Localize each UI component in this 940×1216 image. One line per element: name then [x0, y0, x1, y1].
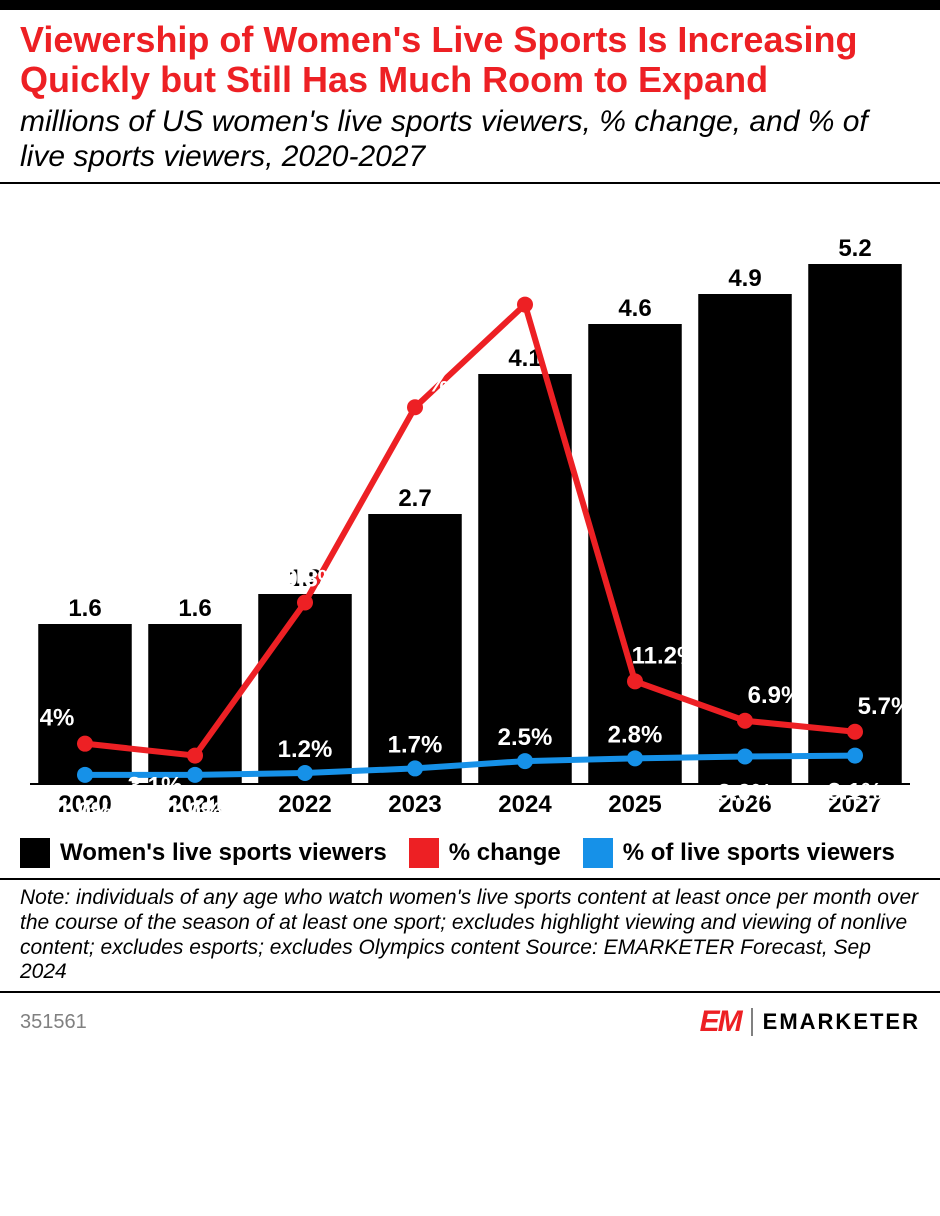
- change-label: 3.1%: [128, 773, 183, 800]
- bar-label: 1.6: [178, 595, 211, 622]
- x-tick-label: 2025: [608, 791, 661, 818]
- x-tick-label: 2022: [278, 791, 331, 818]
- change-point: [407, 399, 423, 415]
- share-point: [737, 749, 753, 765]
- legend-label: % change: [449, 839, 561, 867]
- bar-label: 1.6: [68, 595, 101, 622]
- change-label: 5.7%: [858, 693, 913, 720]
- share-label: 1.2%: [278, 736, 333, 763]
- change-point: [77, 736, 93, 752]
- share-point: [517, 753, 533, 769]
- change-point: [847, 724, 863, 740]
- share-label: 3.0%: [718, 780, 773, 807]
- legend-item: Women's live sports viewers: [20, 838, 387, 868]
- brand: EM EMARKETER: [700, 1005, 920, 1039]
- legend-swatch: [20, 838, 50, 868]
- footer: 351561 EM EMARKETER: [0, 993, 940, 1053]
- brand-text: EMARKETER: [763, 1009, 920, 1035]
- bar-label: 4.6: [618, 295, 651, 322]
- share-label: 1.0%: [58, 798, 113, 824]
- chart-card: Viewership of Women's Live Sports Is Inc…: [0, 0, 940, 1053]
- legend-label: Women's live sports viewers: [60, 839, 387, 867]
- bar-label: 4.9: [728, 265, 761, 292]
- change-point: [517, 297, 533, 313]
- change-point: [187, 748, 203, 764]
- header: Viewership of Women's Live Sports Is Inc…: [0, 10, 940, 184]
- x-tick-label: 2024: [498, 791, 552, 818]
- change-label: 6.9%: [748, 682, 803, 709]
- change-point: [737, 713, 753, 729]
- change-label: 52.3%: [491, 268, 559, 295]
- legend-swatch: [583, 838, 613, 868]
- share-label: 2.5%: [498, 724, 553, 751]
- change-label: 4.4%: [20, 705, 74, 732]
- combo-chart: 1.61.61.92.74.14.64.95.22020202120222023…: [20, 204, 920, 824]
- share-point: [187, 767, 203, 783]
- share-point: [297, 765, 313, 781]
- bar-label: 2.7: [398, 485, 431, 512]
- change-point: [627, 674, 643, 690]
- chart-title: Viewership of Women's Live Sports Is Inc…: [20, 20, 920, 99]
- x-tick-label: 2023: [388, 791, 441, 818]
- note: Note: individuals of any age who watch w…: [0, 880, 940, 993]
- bar-label: 5.2: [838, 235, 871, 262]
- brand-logo-icon: EM: [700, 1005, 741, 1039]
- share-label: 2.8%: [608, 722, 663, 749]
- legend-item: % of live sports viewers: [583, 838, 895, 868]
- share-point: [77, 767, 93, 783]
- chart-id: 351561: [20, 1011, 87, 1034]
- change-label: 19.8%: [271, 566, 339, 593]
- legend-item: % change: [409, 838, 561, 868]
- share-point: [407, 761, 423, 777]
- change-label: 41.1%: [381, 370, 449, 397]
- share-label: 1.7%: [388, 732, 443, 759]
- bar: [478, 374, 572, 784]
- bar: [588, 324, 682, 784]
- share-label: 3.1%: [828, 779, 883, 806]
- share-label: 1.0%: [168, 798, 223, 824]
- change-label: 11.2%: [632, 643, 699, 670]
- divider: [751, 1008, 753, 1036]
- share-point: [847, 748, 863, 764]
- chart-area: 1.61.61.92.74.14.64.95.22020202120222023…: [0, 184, 940, 834]
- chart-subtitle: millions of US women's live sports viewe…: [20, 105, 920, 174]
- change-point: [297, 595, 313, 611]
- legend: Women's live sports viewers % change % of …: [0, 834, 940, 880]
- legend-label: % of live sports viewers: [623, 839, 895, 867]
- legend-swatch: [409, 838, 439, 868]
- share-point: [627, 751, 643, 767]
